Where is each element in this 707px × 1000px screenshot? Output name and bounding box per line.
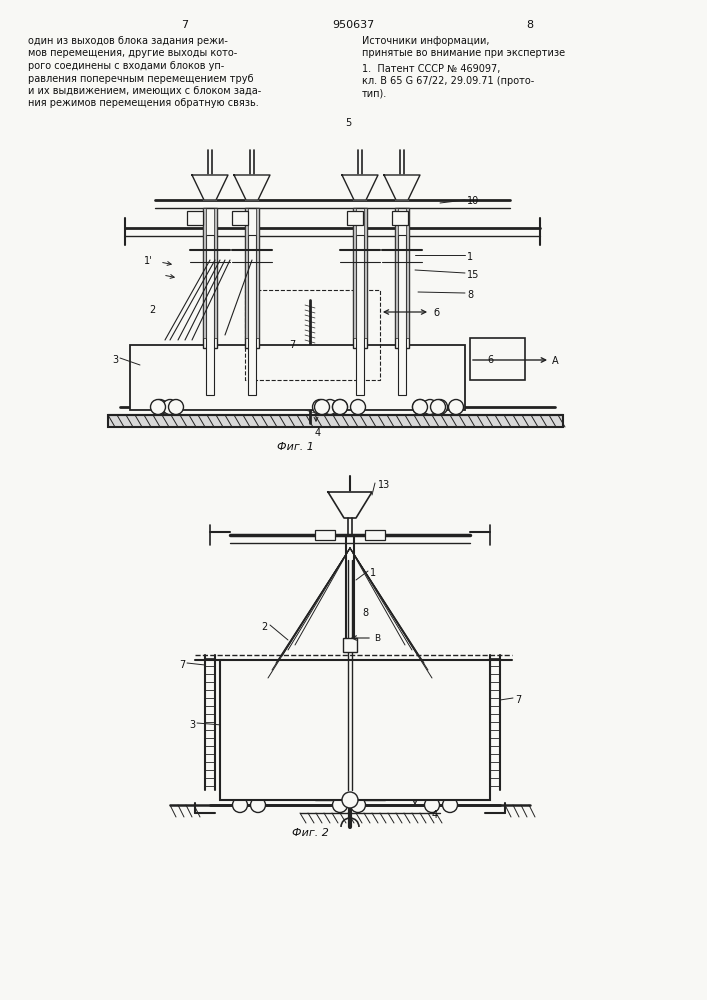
Text: 8: 8 xyxy=(467,290,473,300)
Circle shape xyxy=(315,399,329,414)
Circle shape xyxy=(163,399,177,414)
Bar xyxy=(356,235,364,395)
Text: и их выдвижением, имеющих с блоком зада-: и их выдвижением, имеющих с блоком зада- xyxy=(28,86,262,96)
Circle shape xyxy=(322,399,337,414)
Bar xyxy=(315,530,335,540)
Bar xyxy=(353,208,356,338)
Circle shape xyxy=(412,399,428,414)
Bar xyxy=(364,208,367,338)
Text: один из выходов блока задания режи-: один из выходов блока задания режи- xyxy=(28,36,228,46)
Text: 7: 7 xyxy=(288,340,295,350)
Bar xyxy=(130,345,465,410)
Polygon shape xyxy=(328,492,372,518)
Circle shape xyxy=(332,798,348,812)
Circle shape xyxy=(448,399,464,414)
Bar xyxy=(245,208,259,348)
Text: кл. В 65 G 67/22, 29.09.71 (прото-: кл. В 65 G 67/22, 29.09.71 (прото- xyxy=(362,77,534,87)
Bar xyxy=(203,208,206,338)
Circle shape xyxy=(443,798,457,812)
Text: Источники информации,: Источники информации, xyxy=(362,36,489,46)
Text: 3: 3 xyxy=(112,355,118,365)
Circle shape xyxy=(342,792,358,808)
Bar xyxy=(206,235,214,395)
Polygon shape xyxy=(192,175,228,200)
Text: 8: 8 xyxy=(527,20,534,30)
Text: 950637: 950637 xyxy=(332,20,374,30)
Text: 1.  Патент СССР № 469097,: 1. Патент СССР № 469097, xyxy=(362,64,501,74)
Text: мов перемещения, другие выходы кото-: мов перемещения, другие выходы кото- xyxy=(28,48,238,58)
Bar xyxy=(347,211,363,225)
Circle shape xyxy=(351,798,366,812)
Bar xyxy=(470,338,525,380)
Circle shape xyxy=(151,399,165,414)
Text: А: А xyxy=(552,356,559,366)
Bar xyxy=(398,235,406,395)
Text: 3: 3 xyxy=(189,720,195,730)
Text: Фиг. 2: Фиг. 2 xyxy=(291,828,329,838)
Text: 1: 1 xyxy=(370,568,376,578)
Text: 10: 10 xyxy=(467,196,479,206)
Bar xyxy=(353,208,367,348)
Circle shape xyxy=(351,399,366,414)
Text: 2: 2 xyxy=(148,305,155,315)
Text: 2: 2 xyxy=(262,622,268,632)
Circle shape xyxy=(423,399,438,414)
Text: тип).: тип). xyxy=(362,89,387,99)
Circle shape xyxy=(332,399,348,414)
Text: 4: 4 xyxy=(432,810,438,820)
Text: 13: 13 xyxy=(378,480,390,490)
Bar xyxy=(406,208,409,338)
Bar xyxy=(248,235,256,395)
Circle shape xyxy=(424,798,440,812)
Text: 4: 4 xyxy=(315,428,321,438)
Circle shape xyxy=(153,399,168,414)
Bar xyxy=(108,415,563,427)
Circle shape xyxy=(433,399,448,414)
Bar xyxy=(395,208,409,348)
Circle shape xyxy=(233,798,247,812)
Circle shape xyxy=(431,399,445,414)
Text: 6: 6 xyxy=(487,355,493,365)
Text: 5: 5 xyxy=(345,118,351,128)
Circle shape xyxy=(168,399,184,414)
Text: ния режимов перемещения обратную связь.: ния режимов перемещения обратную связь. xyxy=(28,99,259,108)
Text: 7: 7 xyxy=(515,695,521,705)
Bar xyxy=(187,211,203,225)
Polygon shape xyxy=(384,175,420,200)
Bar xyxy=(220,660,490,800)
Text: B: B xyxy=(374,634,380,643)
Circle shape xyxy=(412,399,428,414)
Text: б: б xyxy=(433,308,439,318)
Text: Фиг. 1: Фиг. 1 xyxy=(276,442,313,452)
Bar xyxy=(395,208,398,338)
Bar xyxy=(214,208,217,338)
Circle shape xyxy=(332,399,348,414)
Text: 1': 1' xyxy=(144,256,153,266)
Text: 15: 15 xyxy=(467,270,479,280)
Text: 7: 7 xyxy=(182,20,189,30)
Bar xyxy=(392,211,408,225)
Text: 8: 8 xyxy=(362,608,368,618)
Bar xyxy=(365,530,385,540)
Circle shape xyxy=(312,399,327,414)
Text: принятые во внимание при экспертизе: принятые во внимание при экспертизе xyxy=(362,48,565,58)
Text: равления поперечным перемещением труб: равления поперечным перемещением труб xyxy=(28,74,254,84)
Circle shape xyxy=(250,798,266,812)
Polygon shape xyxy=(234,175,270,200)
Polygon shape xyxy=(342,175,378,200)
Text: 7: 7 xyxy=(179,660,185,670)
Bar xyxy=(256,208,259,338)
Text: рого соединены с входами блоков уп-: рого соединены с входами блоков уп- xyxy=(28,61,224,71)
Bar xyxy=(203,208,217,348)
Bar xyxy=(343,638,357,652)
Bar xyxy=(232,211,248,225)
Bar xyxy=(245,208,248,338)
Text: 1: 1 xyxy=(467,252,473,262)
